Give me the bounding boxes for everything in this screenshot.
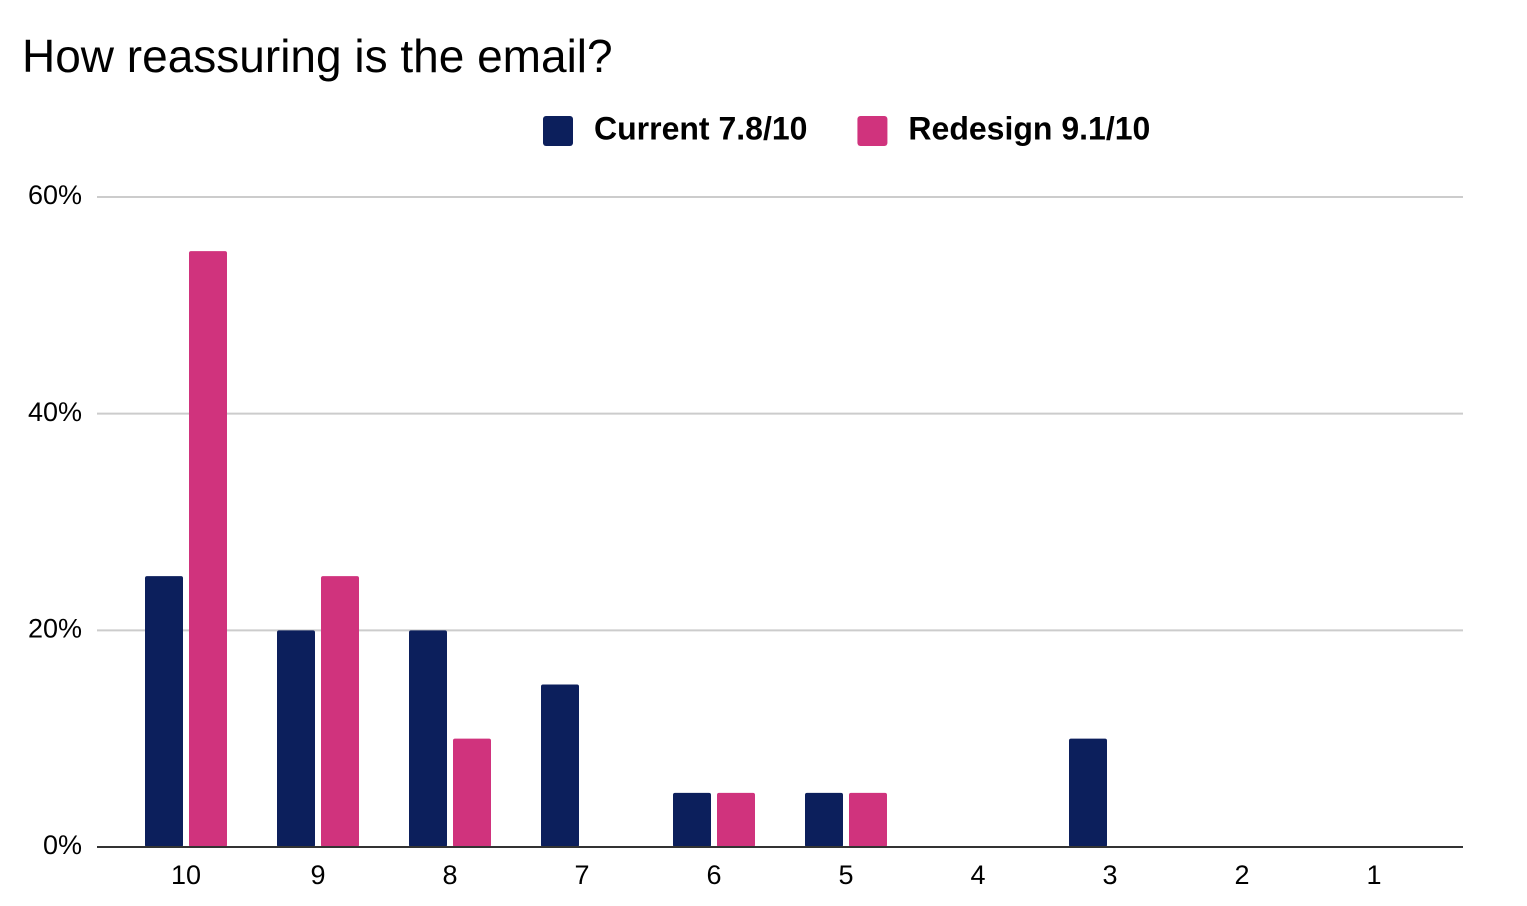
x-tick-label: 3 [1102, 860, 1117, 890]
legend-swatch [543, 116, 573, 146]
bar [189, 251, 227, 847]
y-tick-label: 20% [28, 613, 82, 643]
x-tick-label: 7 [574, 860, 589, 890]
bar [453, 738, 491, 847]
y-tick-label: 40% [28, 397, 82, 427]
y-tick-label: 0% [43, 830, 82, 860]
chart-title: How reassuring is the email? [22, 30, 613, 82]
bar [277, 630, 315, 847]
bar [145, 576, 183, 847]
x-tick-label: 4 [970, 860, 985, 890]
bar [717, 792, 755, 847]
bar [849, 792, 887, 847]
legend-swatch [857, 116, 888, 146]
x-tick-label: 2 [1234, 860, 1249, 890]
x-tick-label: 9 [310, 860, 325, 890]
x-tick-label: 6 [706, 860, 721, 890]
bar [321, 576, 359, 847]
bar [1069, 738, 1107, 847]
legend-label: Current 7.8/10 [594, 110, 807, 146]
x-tick-label: 8 [442, 860, 457, 890]
y-tick-label: 60% [28, 180, 82, 210]
legend-label: Redesign 9.1/10 [908, 110, 1150, 146]
bar [541, 684, 579, 847]
x-tick-label: 1 [1366, 860, 1381, 890]
x-tick-label: 5 [838, 860, 853, 890]
bar [673, 792, 711, 847]
bar [409, 630, 447, 847]
x-tick-label: 10 [171, 860, 201, 890]
bar [805, 792, 843, 847]
